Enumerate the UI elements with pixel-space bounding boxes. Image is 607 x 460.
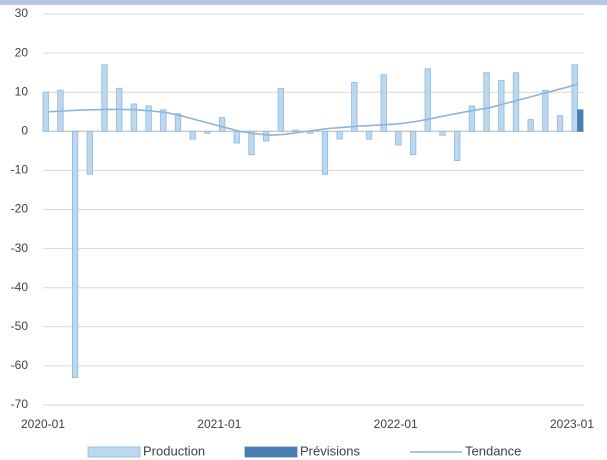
marks (42, 64, 584, 379)
bar (233, 130, 240, 144)
bar (336, 130, 343, 140)
legend-label: Tendance (465, 443, 521, 458)
x-tick-label: 2021-01 (197, 417, 241, 431)
bar (101, 64, 108, 132)
bar (204, 130, 211, 134)
bar (454, 130, 461, 162)
bar (130, 103, 138, 132)
x-tick-label: 2023-01 (550, 417, 594, 431)
bar (542, 89, 549, 132)
y-tick-label: 0 (21, 123, 28, 137)
bar (263, 130, 270, 142)
bar (571, 64, 578, 132)
y-tick-label: -40 (11, 280, 29, 294)
legend-label: Prévisions (300, 443, 360, 458)
bar (145, 105, 152, 132)
bar (189, 130, 196, 140)
y-tick-label: 10 (15, 84, 29, 98)
legend: Production Prévisions Tendance (87, 443, 521, 458)
legend-label: Production (143, 443, 205, 458)
y-tick-label: -50 (11, 319, 29, 333)
y-tick-label: 30 (15, 6, 29, 20)
bar (321, 130, 329, 175)
trend-line (48, 83, 578, 137)
y-tick-label: -10 (11, 163, 29, 177)
bar (424, 68, 431, 132)
header-band (0, 0, 607, 5)
bar (86, 130, 93, 175)
bar (218, 117, 226, 132)
bar (556, 115, 564, 132)
bar (248, 130, 255, 156)
bar (292, 129, 299, 132)
bar (160, 109, 167, 132)
bar (351, 82, 358, 132)
bar (277, 87, 285, 132)
bar (174, 113, 182, 132)
legend-swatch (87, 446, 141, 458)
bar (409, 130, 417, 156)
labels: -70 -60 -50 -40 -30 -20 -10 0 10 20 30 2020-01 2021-… (11, 6, 595, 431)
y-tick-label: -60 (11, 358, 29, 372)
bar (483, 72, 490, 132)
legend-swatch (244, 446, 298, 458)
bar (527, 119, 534, 132)
y-tick-label: -30 (11, 241, 29, 255)
y-tick-label: 20 (15, 45, 29, 59)
bar (42, 91, 49, 132)
grid (43, 13, 584, 406)
y-tick-label: -20 (11, 202, 29, 216)
x-tick-label: 2020-01 (21, 417, 65, 431)
y-tick-label: -70 (11, 397, 29, 411)
bar (365, 130, 373, 140)
bar (439, 130, 446, 136)
bar (395, 130, 402, 146)
bar (468, 105, 476, 132)
bar (380, 74, 387, 132)
bar (577, 109, 584, 132)
x-tick-label: 2022-01 (374, 417, 418, 431)
bar (71, 130, 79, 379)
